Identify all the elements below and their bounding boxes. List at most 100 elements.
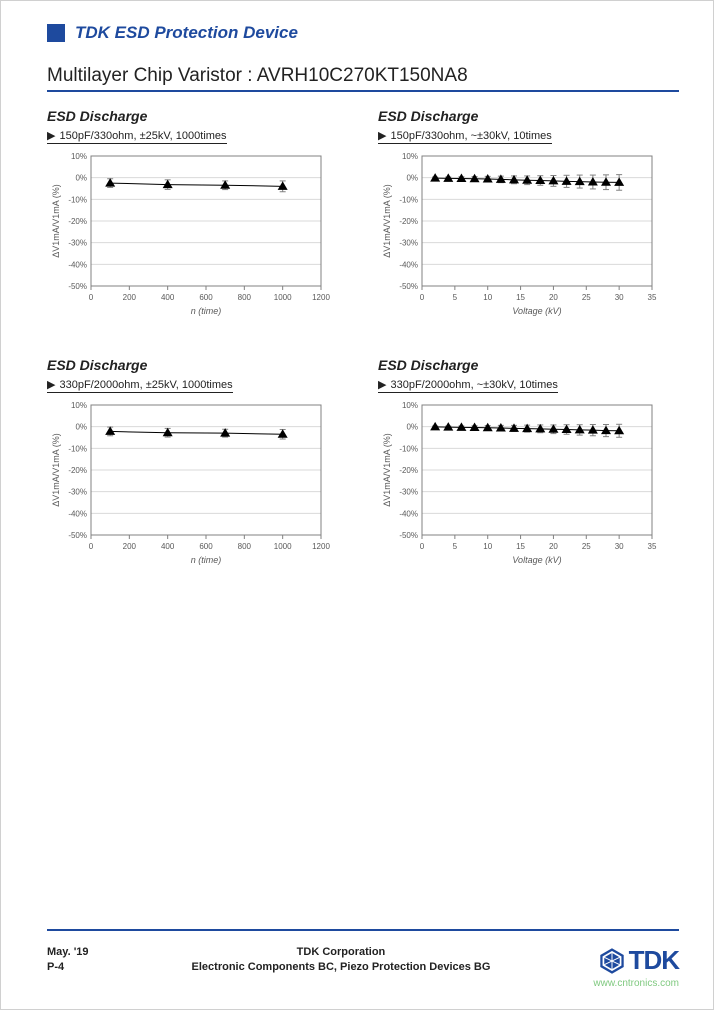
svg-text:-20%: -20%	[399, 466, 418, 475]
svg-text:-30%: -30%	[68, 239, 87, 248]
footer-rule	[47, 929, 679, 931]
svg-text:-10%: -10%	[399, 195, 418, 204]
svg-text:10%: 10%	[402, 152, 418, 161]
footer: May. '19 P-4 TDK Corporation Electronic …	[47, 945, 679, 989]
svg-text:-20%: -20%	[399, 217, 418, 226]
chart-subtitle: ▶ 330pF/2000ohm, ±25kV, 1000times	[47, 378, 233, 393]
svg-text:5: 5	[453, 542, 458, 551]
svg-text:800: 800	[238, 542, 252, 551]
svg-text:400: 400	[161, 293, 175, 302]
chart-block-1: ESD Discharge ▶150pF/330ohm, ~±30kV, 10t…	[378, 108, 679, 323]
triangle-icon: ▶	[378, 129, 386, 142]
svg-text:-10%: -10%	[399, 444, 418, 453]
header-title: TDK ESD Protection Device	[75, 23, 298, 43]
svg-text:n (time): n (time)	[191, 555, 222, 565]
svg-text:15: 15	[516, 542, 525, 551]
svg-text:Voltage (kV): Voltage (kV)	[512, 555, 561, 565]
triangle-icon: ▶	[47, 378, 55, 391]
svg-text:-40%: -40%	[68, 260, 87, 269]
chart-svg-2: -50% -40% -30% -20% -10% 0% 10% 0 200 400 600 800 10…	[47, 397, 332, 572]
chart-svg-1: -50%-40%-30%-20%-10%0%10%05101520253035V…	[378, 148, 663, 323]
svg-text:-40%: -40%	[399, 260, 418, 269]
chart-heading: ESD Discharge	[378, 357, 679, 373]
svg-text:-30%: -30%	[399, 239, 418, 248]
svg-text:35: 35	[648, 293, 657, 302]
svg-text:200: 200	[123, 542, 137, 551]
svg-text:20: 20	[549, 293, 558, 302]
charts-grid: ESD Discharge ▶150pF/330ohm, ±25kV, 1000…	[47, 108, 679, 572]
tdk-logo-text: TDK	[629, 945, 679, 976]
svg-text:n (time): n (time)	[191, 306, 222, 316]
chart-heading: ESD Discharge	[47, 357, 348, 373]
svg-text:20: 20	[549, 542, 558, 551]
svg-text:25: 25	[582, 293, 591, 302]
chart-svg-3: -50% -40% -30% -20% -10% 0% 10% 0 5 10 15 20 25 30 35 V…	[378, 397, 663, 572]
svg-text:0%: 0%	[75, 174, 87, 183]
svg-text:10%: 10%	[71, 152, 87, 161]
footer-page: P-4	[47, 960, 89, 975]
page-title: Multilayer Chip Varistor : AVRH10C270KT1…	[47, 65, 679, 92]
svg-text:ΔV1mA/V1mA (%): ΔV1mA/V1mA (%)	[382, 184, 392, 258]
svg-text:-40%: -40%	[399, 509, 418, 518]
svg-text:1000: 1000	[274, 293, 292, 302]
svg-text:-40%: -40%	[68, 509, 87, 518]
svg-text:-50%: -50%	[399, 531, 418, 540]
chart-block-2: ESD Discharge ▶ 330pF/2000ohm, ±25kV, 100…	[47, 357, 348, 572]
svg-text:0%: 0%	[75, 423, 87, 432]
chart-subtitle: ▶330pF/2000ohm, ~±30kV, 10times	[378, 378, 558, 393]
chart-heading: ESD Discharge	[47, 108, 348, 124]
svg-text:-10%: -10%	[68, 444, 87, 453]
svg-text:10: 10	[483, 542, 492, 551]
svg-text:200: 200	[123, 293, 137, 302]
svg-text:10%: 10%	[71, 401, 87, 410]
svg-text:1200: 1200	[312, 542, 330, 551]
svg-text:-50%: -50%	[68, 531, 87, 540]
triangle-icon: ▶	[378, 378, 386, 391]
chart-subtitle: ▶150pF/330ohm, ±25kV, 1000times	[47, 129, 227, 144]
svg-text:-20%: -20%	[68, 466, 87, 475]
svg-text:0: 0	[420, 293, 425, 302]
svg-text:35: 35	[648, 542, 657, 551]
chart-heading: ESD Discharge	[378, 108, 679, 124]
chart-block-3: ESD Discharge ▶330pF/2000ohm, ~±30kV, 10…	[378, 357, 679, 572]
chart-subtitle-text: 330pF/2000ohm, ±25kV, 1000times	[59, 379, 232, 391]
svg-text:25: 25	[582, 542, 591, 551]
svg-text:0%: 0%	[406, 423, 418, 432]
svg-text:ΔV1mA/V1mA (%): ΔV1mA/V1mA (%)	[51, 184, 61, 258]
svg-text:-50%: -50%	[68, 282, 87, 291]
footer-center: TDK Corporation Electronic Components BC…	[89, 945, 594, 976]
svg-text:600: 600	[199, 542, 213, 551]
tdk-logo-icon	[599, 948, 625, 974]
svg-text:-50%: -50%	[399, 282, 418, 291]
header-square-icon	[47, 24, 65, 42]
chart-svg-0: -50% -40% -30% -20% -10% 0% 10% 0 200 400 600 800 10…	[47, 148, 332, 323]
tdk-logo: TDK	[599, 945, 679, 976]
svg-text:30: 30	[615, 542, 624, 551]
svg-text:-20%: -20%	[68, 217, 87, 226]
watermark: www.cntronics.com	[593, 978, 679, 989]
footer-date: May. '19	[47, 945, 89, 960]
svg-text:0: 0	[89, 293, 94, 302]
chart-subtitle: ▶150pF/330ohm, ~±30kV, 10times	[378, 129, 552, 144]
svg-text:0: 0	[420, 542, 425, 551]
svg-text:30: 30	[615, 293, 624, 302]
svg-text:-30%: -30%	[68, 488, 87, 497]
svg-text:800: 800	[238, 293, 252, 302]
svg-text:5: 5	[453, 293, 458, 302]
svg-text:0%: 0%	[406, 174, 418, 183]
footer-right: TDK www.cntronics.com	[593, 945, 679, 989]
svg-text:1000: 1000	[274, 542, 292, 551]
triangle-icon: ▶	[47, 129, 55, 142]
svg-text:400: 400	[161, 542, 175, 551]
footer-dept: Electronic Components BC, Piezo Protecti…	[89, 960, 594, 975]
svg-text:15: 15	[516, 293, 525, 302]
svg-text:600: 600	[199, 293, 213, 302]
footer-left: May. '19 P-4	[47, 945, 89, 976]
chart-block-0: ESD Discharge ▶150pF/330ohm, ±25kV, 1000…	[47, 108, 348, 323]
svg-text:10%: 10%	[402, 401, 418, 410]
svg-text:0: 0	[89, 542, 94, 551]
svg-text:ΔV1mA/V1mA (%): ΔV1mA/V1mA (%)	[382, 433, 392, 507]
svg-text:-30%: -30%	[399, 488, 418, 497]
footer-company: TDK Corporation	[89, 945, 594, 960]
svg-text:-10%: -10%	[68, 195, 87, 204]
